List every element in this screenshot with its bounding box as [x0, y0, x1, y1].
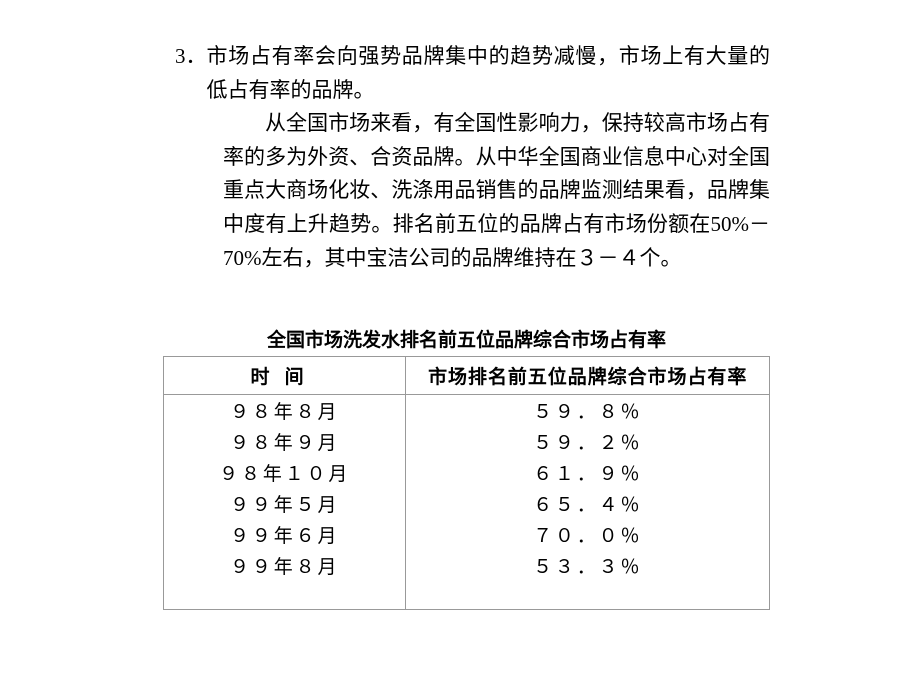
- time-cell: ９９年６月: [164, 519, 406, 550]
- value-cell: ５３．３％: [406, 550, 770, 610]
- column-header-time: 时间: [164, 357, 406, 395]
- document-content: 3． 市场占有率会向强势品牌集中的趋势减慢，市场上有大量的低占有率的品牌。 从全…: [0, 40, 920, 610]
- table-row: ９９年８月 ５３．３％: [164, 550, 770, 610]
- table-row: ９８年１０月 ６１．９％: [164, 457, 770, 488]
- value-cell: ５９．２％: [406, 426, 770, 457]
- value-cell: ５９．８％: [406, 395, 770, 427]
- time-cell: ９９年８月: [164, 550, 406, 610]
- time-cell: ９８年８月: [164, 395, 406, 427]
- value-cell: ６１．９％: [406, 457, 770, 488]
- table-body: ９８年８月 ５９．８％ ９８年９月 ５９．２％ ９８年１０月 ６１．９％ ９９年…: [164, 395, 770, 610]
- numbered-heading: 3． 市场占有率会向强势品牌集中的趋势减慢，市场上有大量的低占有率的品牌。: [0, 40, 920, 107]
- table-row: ９８年８月 ５９．８％: [164, 395, 770, 427]
- section-number: 3．: [175, 40, 207, 107]
- value-cell: ６５．４％: [406, 488, 770, 519]
- table-row: ９８年９月 ５９．２％: [164, 426, 770, 457]
- time-cell: ９８年９月: [164, 426, 406, 457]
- table-caption: 全国市场洗发水排名前五位品牌综合市场占有率: [163, 325, 770, 352]
- table-row: ９９年６月 ７０．０％: [164, 519, 770, 550]
- market-share-table: 时间 市场排名前五位品牌综合市场占有率 ９８年８月 ５９．８％ ９８年９月 ５９…: [163, 356, 770, 610]
- column-header-value: 市场排名前五位品牌综合市场占有率: [406, 357, 770, 395]
- time-cell: ９８年１０月: [164, 457, 406, 488]
- body-paragraph: 从全国市场来看，有全国性影响力，保持较高市场占有率的多为外资、合资品牌。从中华全…: [0, 107, 920, 275]
- table-section: 全国市场洗发水排名前五位品牌综合市场占有率 时间 市场排名前五位品牌综合市场占有…: [0, 325, 920, 610]
- value-cell: ７０．０％: [406, 519, 770, 550]
- table-row: ９９年５月 ６５．４％: [164, 488, 770, 519]
- time-cell: ９９年５月: [164, 488, 406, 519]
- table-header-row: 时间 市场排名前五位品牌综合市场占有率: [164, 357, 770, 395]
- section-title: 市场占有率会向强势品牌集中的趋势减慢，市场上有大量的低占有率的品牌。: [207, 40, 771, 107]
